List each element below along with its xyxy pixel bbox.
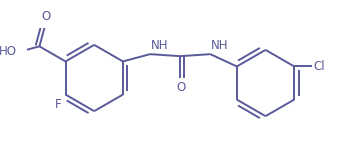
Text: O: O — [177, 81, 186, 94]
Text: O: O — [41, 10, 51, 23]
Text: NH: NH — [211, 39, 229, 52]
Text: HO: HO — [0, 45, 17, 58]
Text: Cl: Cl — [313, 60, 325, 73]
Text: F: F — [55, 98, 62, 111]
Text: NH: NH — [151, 39, 169, 52]
